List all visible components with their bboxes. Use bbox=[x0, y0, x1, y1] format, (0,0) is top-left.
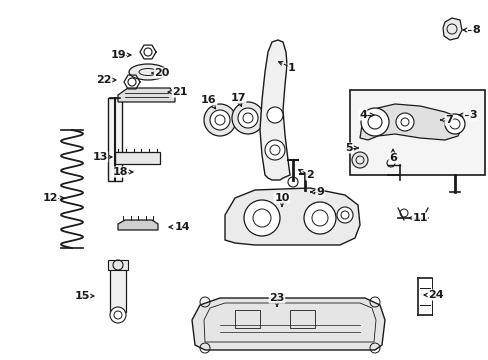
Bar bbox=[289, 310, 314, 328]
Bar bbox=[349, 90, 484, 175]
Bar bbox=[108, 98, 122, 180]
Text: 15: 15 bbox=[74, 291, 89, 301]
Text: 24: 24 bbox=[427, 290, 443, 300]
Text: 6: 6 bbox=[388, 153, 396, 163]
Polygon shape bbox=[260, 40, 289, 180]
Text: 23: 23 bbox=[269, 293, 284, 303]
Text: 8: 8 bbox=[471, 25, 479, 35]
Text: 5: 5 bbox=[345, 143, 352, 153]
Polygon shape bbox=[118, 220, 158, 230]
Polygon shape bbox=[442, 18, 461, 40]
Circle shape bbox=[304, 202, 335, 234]
Polygon shape bbox=[118, 88, 175, 102]
Bar bbox=[110, 268, 126, 312]
Circle shape bbox=[264, 140, 285, 160]
Bar bbox=[115, 152, 160, 164]
Ellipse shape bbox=[129, 64, 167, 80]
Text: 19: 19 bbox=[110, 50, 125, 60]
Text: 16: 16 bbox=[201, 95, 216, 105]
Polygon shape bbox=[359, 104, 461, 140]
Text: 10: 10 bbox=[274, 193, 289, 203]
Text: 3: 3 bbox=[468, 110, 476, 120]
Circle shape bbox=[266, 107, 283, 123]
Circle shape bbox=[444, 114, 464, 134]
Text: 4: 4 bbox=[358, 110, 366, 120]
Text: 21: 21 bbox=[172, 87, 187, 97]
Text: 9: 9 bbox=[315, 187, 323, 197]
Bar bbox=[235, 310, 260, 328]
Text: 20: 20 bbox=[154, 68, 169, 78]
Circle shape bbox=[110, 307, 126, 323]
Circle shape bbox=[395, 113, 413, 131]
Circle shape bbox=[238, 108, 258, 128]
Text: 11: 11 bbox=[411, 213, 427, 223]
Circle shape bbox=[336, 207, 352, 223]
Circle shape bbox=[351, 152, 367, 168]
Text: 22: 22 bbox=[96, 75, 112, 85]
Text: 2: 2 bbox=[305, 170, 313, 180]
Circle shape bbox=[244, 200, 280, 236]
Circle shape bbox=[203, 104, 236, 136]
Bar bbox=[108, 260, 128, 270]
Polygon shape bbox=[224, 188, 359, 245]
Circle shape bbox=[209, 110, 229, 130]
Circle shape bbox=[231, 102, 264, 134]
Text: 1: 1 bbox=[287, 63, 295, 73]
Text: 18: 18 bbox=[112, 167, 127, 177]
Text: 13: 13 bbox=[92, 152, 107, 162]
Text: 14: 14 bbox=[174, 222, 189, 232]
Polygon shape bbox=[192, 298, 384, 350]
Text: 12: 12 bbox=[42, 193, 58, 203]
Text: 17: 17 bbox=[230, 93, 245, 103]
Text: 7: 7 bbox=[444, 115, 452, 125]
Circle shape bbox=[360, 108, 388, 136]
